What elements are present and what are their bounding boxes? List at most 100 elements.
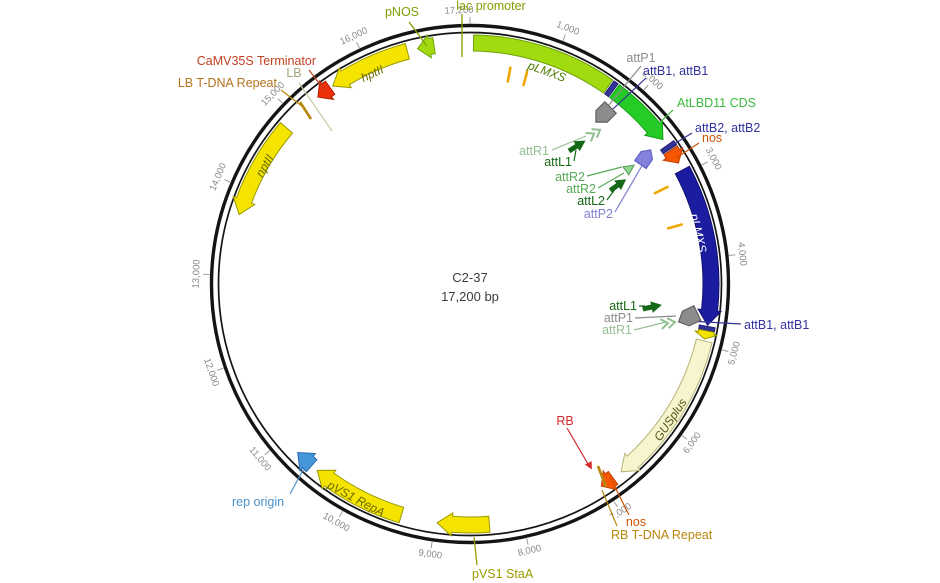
primer-mark-2[interactable]	[522, 70, 529, 87]
label-camv35s-terminator-leader	[308, 69, 326, 92]
feature-attB1-site-mid[interactable]	[698, 324, 716, 333]
primer-mark-4[interactable]	[667, 223, 684, 230]
label-attb1-top-leader	[612, 77, 647, 110]
label-nos-bottom[interactable]: nos	[626, 515, 646, 529]
feature-nos-terminator-top[interactable]	[661, 145, 684, 164]
attP1-arrow-icon[interactable]	[590, 100, 618, 128]
feature-rep-origin[interactable]	[297, 451, 318, 473]
tick-mark	[562, 34, 566, 41]
tick-mark	[728, 254, 736, 257]
label-attr2-b-leader	[597, 172, 625, 189]
label-pvs1-staa[interactable]: pVS1 StaA	[472, 567, 534, 581]
label-atlbd11-cds-leader	[650, 109, 674, 132]
label-lac-promoter[interactable]: lac promoter	[456, 0, 525, 13]
label-lb-tdna-repeat-leader	[298, 101, 313, 120]
feature-pVS1-RepA[interactable]	[316, 469, 405, 524]
label-attb1-top[interactable]: attB1, attB1	[643, 64, 708, 78]
label-attb2-leader	[662, 132, 693, 152]
plasmid-title: C2-37 17,200 bp	[441, 268, 499, 306]
label-nos-top[interactable]: nos	[702, 131, 722, 145]
tick-mark	[643, 84, 649, 91]
plasmid-name: C2-37	[452, 270, 488, 285]
rb-leader-arrowhead-icon[interactable]	[584, 461, 595, 471]
tick-mark	[224, 179, 231, 183]
label-attl2[interactable]: attL2	[577, 194, 605, 208]
feature-pNOS[interactable]	[416, 33, 436, 59]
label-attb1-mid[interactable]: attB1, attB1	[744, 318, 809, 332]
label-rb-leader	[566, 427, 589, 465]
label-attr1-mid[interactable]: attR1	[602, 323, 632, 337]
tick-label: 5,000	[726, 340, 743, 366]
label-pnos-leader	[408, 21, 428, 47]
feature-CaMV35S-terminator[interactable]	[317, 79, 336, 101]
plasmid-size: 17,200 bp	[441, 289, 499, 304]
attR2-wedge-icon[interactable]	[622, 161, 637, 176]
tick-label: 13,000	[191, 259, 203, 288]
feature-pVS1-StaA[interactable]	[436, 511, 491, 537]
tick-label: 1,000	[555, 19, 581, 38]
label-attr1-mid-leader	[633, 321, 667, 331]
tick-mark	[217, 367, 224, 371]
feature-hptII[interactable]	[332, 42, 411, 89]
label-pvs1-staa-leader	[473, 536, 478, 566]
feature-pLMXS-cds[interactable]	[674, 165, 723, 327]
tick-mark	[430, 541, 433, 549]
plasmid-backbone-ring-2	[217, 31, 723, 537]
tick-label: 4,000	[735, 242, 749, 267]
tick-label: 14,000	[208, 161, 229, 192]
label-attr2-a-leader	[586, 166, 623, 177]
tick-label: 6,000	[681, 430, 704, 456]
tick-mark	[613, 500, 618, 507]
attP2-arrow-icon[interactable]	[633, 146, 657, 170]
label-lb[interactable]: LB	[286, 66, 301, 80]
tick-mark	[526, 538, 529, 545]
label-rb[interactable]: RB	[556, 414, 573, 428]
tick-mark	[277, 98, 283, 104]
label-rep-origin[interactable]: rep origin	[232, 495, 284, 509]
label-attr1-top[interactable]: attR1	[519, 144, 549, 158]
label-rep-origin-leader	[289, 469, 304, 495]
attR1-chevron-mid-icon[interactable]	[659, 317, 677, 330]
feature-nptII[interactable]	[232, 121, 294, 216]
label-attr2-a[interactable]: attR2	[555, 170, 585, 184]
label-atlbd11-cds[interactable]: AtLBD11 CDS	[677, 96, 756, 110]
label-camv35s-terminator[interactable]: CaMV35S Terminator	[197, 54, 316, 68]
plasmid-backbone-ring-1	[209, 23, 731, 545]
feature-attB1-site-top[interactable]	[603, 80, 619, 98]
label-rb-tdna-repeat-leader	[596, 465, 608, 488]
tick-label: 12,000	[201, 357, 221, 388]
label-attl1-top-leader	[573, 149, 577, 162]
tick-label: 8,000	[517, 543, 543, 559]
label-attl1-top[interactable]: attL1	[544, 155, 572, 169]
feature-AtLBD11-CDS[interactable]	[609, 84, 664, 141]
feature-att-yellow-arrow[interactable]	[694, 328, 718, 340]
label-attl1-mid[interactable]: attL1	[609, 299, 637, 313]
label-rb-tdna-repeat-leader	[601, 489, 618, 527]
tick-mark	[701, 161, 708, 166]
feature-pLMXS-promoter[interactable]	[472, 34, 614, 94]
tick-mark	[264, 450, 271, 456]
label-rb-tdna-repeat[interactable]: RB T-DNA Repeat	[611, 528, 713, 542]
attL1-arrow-icon[interactable]	[567, 137, 588, 155]
label-attb2[interactable]: attB2, attB2	[695, 121, 760, 135]
tick-label: 3,000	[703, 146, 724, 172]
label-attp1-mid[interactable]: attP1	[604, 311, 633, 325]
attL2-arrow-icon[interactable]	[608, 176, 628, 195]
label-pnos[interactable]: pNOS	[385, 5, 419, 19]
label-attp2-leader	[614, 163, 644, 213]
primer-mark-3[interactable]	[653, 185, 669, 195]
attP1-arrow-mid-icon[interactable]	[675, 305, 702, 329]
label-attp2[interactable]: attP2	[584, 207, 613, 221]
label-attp1-top[interactable]: attP1	[626, 51, 655, 65]
tick-label: 9,000	[418, 547, 443, 561]
feature-GUSplus[interactable]	[620, 338, 713, 473]
label-nos-bottom-leader	[609, 476, 630, 516]
primer-mark-1[interactable]	[506, 66, 512, 83]
label-attp1-top-leader	[607, 65, 642, 107]
label-attr2-b[interactable]: attR2	[566, 182, 596, 196]
attR1-chevron-icon[interactable]	[585, 126, 603, 142]
attL1-arrow-mid-icon[interactable]	[642, 300, 662, 314]
label-lb-tdna-repeat[interactable]: LB T-DNA Repeat	[178, 76, 278, 90]
